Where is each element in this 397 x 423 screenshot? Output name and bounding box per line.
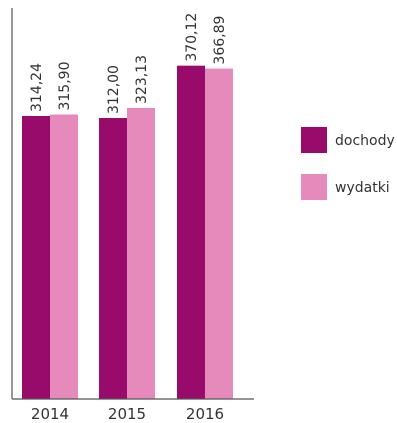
bar-dochody-2015 (99, 118, 127, 400)
x-tick-label-2015: 2015 (108, 405, 146, 423)
legend-label-dochody: dochody (335, 133, 395, 149)
x-tick-label-2016: 2016 (186, 405, 224, 423)
bar-wydatki-2016 (205, 68, 233, 400)
bar-dochody-2016 (177, 65, 205, 399)
legend-swatch-dochody (301, 127, 327, 153)
data-label-dochody-2014: 314,24 (29, 63, 45, 112)
bar-dochody-2014 (22, 116, 50, 399)
x-tick-label-2014: 2014 (31, 405, 69, 423)
legend-label-wydatki: wydatki (335, 180, 390, 196)
bar-wydatki-2014 (50, 114, 78, 399)
bar-wydatki-2015 (127, 107, 155, 399)
data-label-wydatki-2015: 323,13 (134, 55, 150, 104)
legend-swatch-wydatki (301, 174, 327, 200)
data-labels-group: 314,24 315,90 312,00 323,13 370,12 366,89 (29, 13, 228, 114)
data-label-dochody-2015: 312,00 (106, 65, 122, 114)
data-label-wydatki-2014: 315,90 (57, 62, 73, 111)
x-tick-labels-group: 2014 2015 2016 (31, 405, 224, 423)
data-label-wydatki-2016: 366,89 (212, 16, 228, 65)
legend: dochody wydatki (301, 127, 395, 200)
bars-group (22, 65, 233, 400)
data-label-dochody-2016: 370,12 (184, 13, 200, 62)
